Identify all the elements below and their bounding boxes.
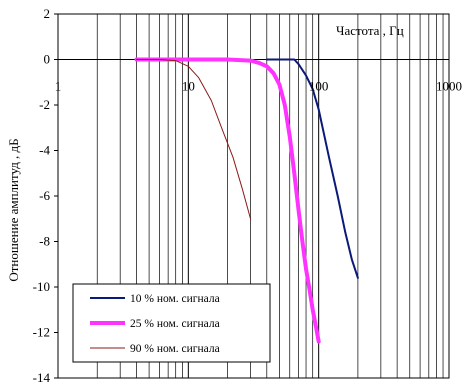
ticks: 2 0 -2 -4 -6 -8 -10 -12 -14 1 10 100 1000: [33, 6, 462, 385]
x-tick-label: 1000: [436, 79, 462, 94]
y-tick-label: 0: [44, 52, 51, 67]
y-tick-label: -12: [33, 325, 50, 340]
y-tick-label: -4: [39, 143, 50, 158]
x-tick-label: 10: [182, 79, 195, 94]
legend: 10 % ном. сигнала 25 % ном. сигнала 90 %…: [72, 283, 271, 363]
y-tick-label: -10: [33, 279, 50, 294]
series-line-1: [265, 58, 359, 279]
y-tick-label: -8: [39, 234, 50, 249]
x-tick-label: 1: [55, 79, 62, 94]
legend-label-series-2: 25 % ном. сигнала: [130, 318, 220, 330]
legend-label-series-3: 90 % ном. сигнала: [130, 343, 220, 355]
y-axis-label: Отношение амплитуд , дБ: [6, 138, 21, 281]
series-line-3: [136, 59, 251, 220]
y-tick-label: -6: [39, 188, 50, 203]
y-tick-label: 2: [44, 6, 51, 21]
series-layer: [134, 57, 359, 344]
x-axis-label: Частота , Гц: [336, 23, 404, 38]
y-tick-label: -14: [33, 370, 51, 385]
series-line-2: [134, 57, 321, 344]
y-tick-label: -2: [39, 97, 50, 112]
x-tick-label: 100: [309, 79, 329, 94]
legend-label-series-1: 10 % ном. сигнала: [130, 293, 220, 305]
